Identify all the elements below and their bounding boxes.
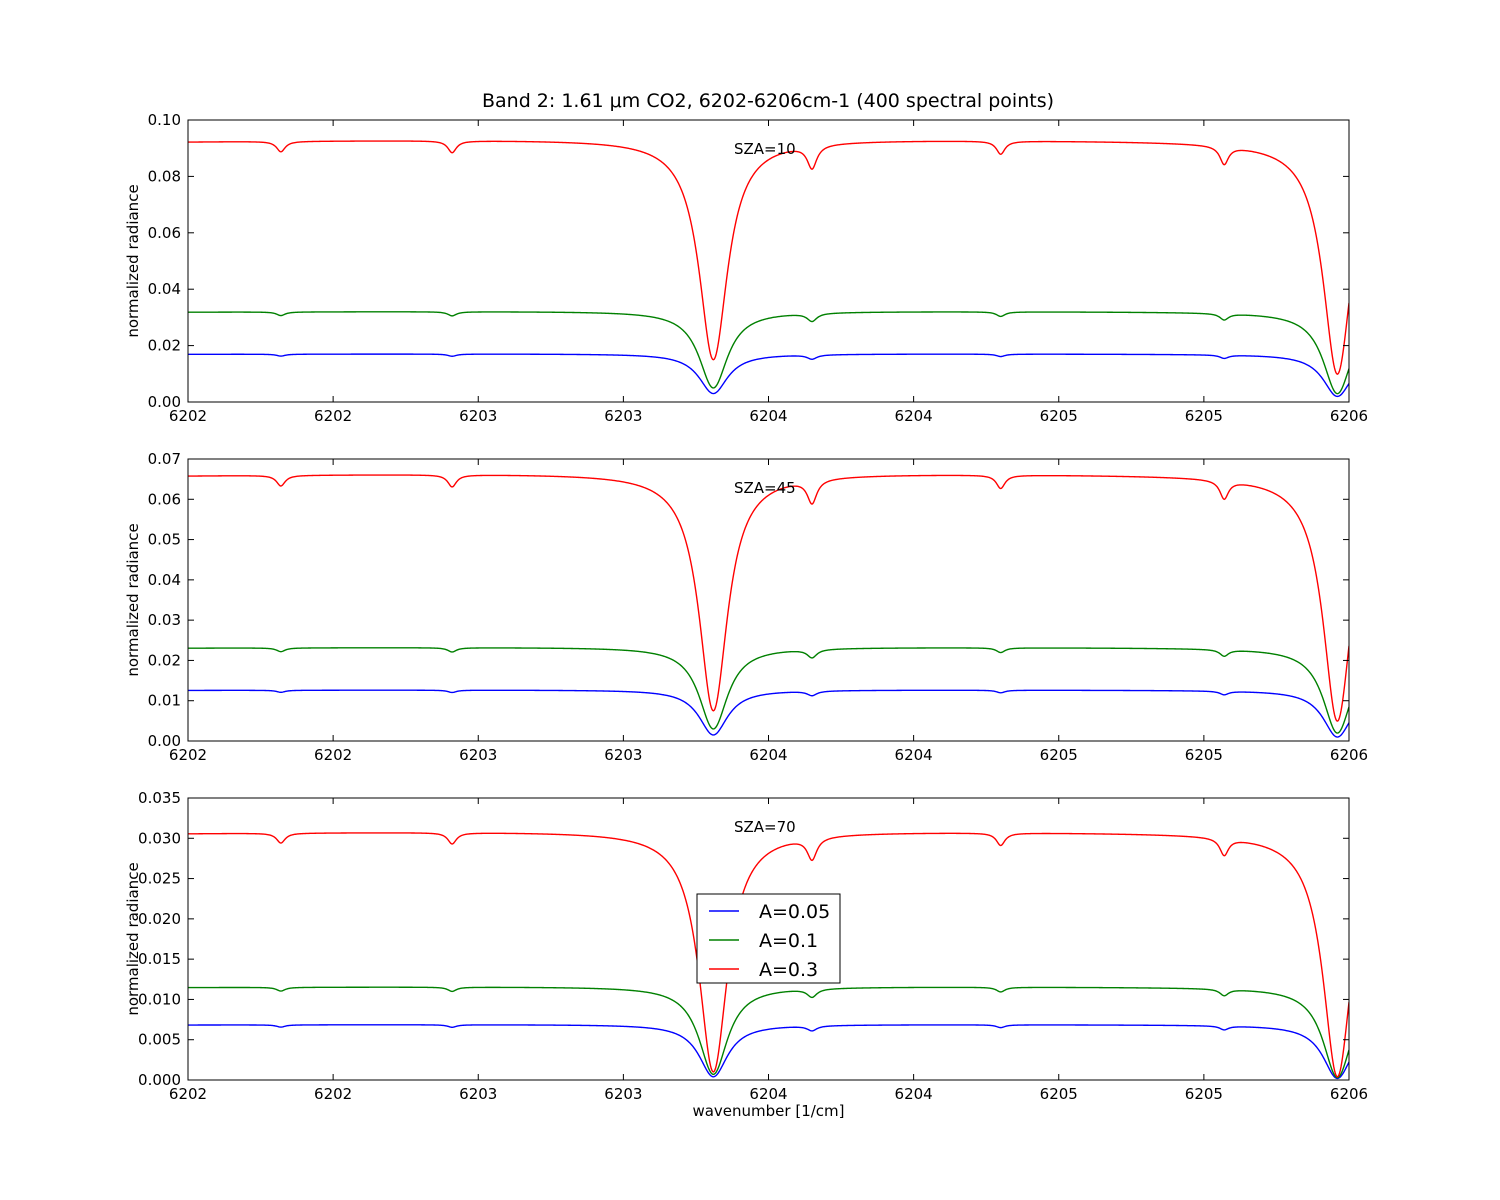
x-tick-label: 6205 [1185,407,1223,425]
y-tick-label: 0.04 [148,280,181,298]
y-tick-label: 0.020 [138,910,181,928]
legend-box [696,893,841,984]
x-tick-label: 6204 [749,1085,787,1103]
y-tick-label: 0.08 [148,167,181,185]
series-line-a-0-1 [188,311,1349,395]
legend-label: A=0.3 [759,959,818,981]
x-tick-label: 6204 [895,746,933,764]
y-tick-label: 0.03 [148,611,181,629]
series-group [188,474,1349,738]
x-tick-label: 6203 [604,1085,642,1103]
series-line-a-0-05 [188,1024,1349,1080]
y-axis-label: normalized radiance [124,862,142,1015]
y-tick-label: 0.02 [148,651,181,669]
sza-annotation: SZA=10 [734,140,796,158]
x-tick-label: 6202 [314,746,352,764]
y-tick-label: 0.05 [148,531,181,549]
y-tick-label: 0.025 [138,870,181,888]
y-tick-label: 0.02 [148,337,181,355]
x-tick-label: 6202 [314,407,352,425]
x-tick-label: 6203 [459,407,497,425]
x-tick-label: 6205 [1040,1085,1078,1103]
x-tick-label: 6205 [1185,746,1223,764]
series-group [188,140,1349,398]
y-axis-label: normalized radiance [124,523,142,676]
legend-label: A=0.05 [759,901,830,923]
figure-title: Band 2: 1.61 μm CO2, 6202-6206cm-1 (400 … [482,90,1054,112]
x-tick-label: 6202 [314,1085,352,1103]
y-axis-label: normalized radiance [124,184,142,337]
y-tick-label: 0.030 [138,829,181,847]
series-line-a-0-3 [188,140,1349,375]
subplots: 6202 6202 6203 6203 6204 6204 6205 6205 6206 0.00… [124,111,1368,1120]
y-tick-label: 0.00 [148,732,181,750]
y-tick-label: 0.00 [148,393,181,411]
series-line-a-0-05 [188,689,1349,738]
x-tick-label: 6206 [1330,1085,1368,1103]
series-line-a-0-1 [188,647,1349,734]
series-line-a-0-3 [188,832,1349,1078]
y-tick-label: 0.000 [138,1071,181,1089]
x-tick-label: 6202 [169,746,207,764]
legend: A=0.05 A=0.1 A=0.3 [696,893,841,984]
x-tick-label: 6205 [1185,1085,1223,1103]
x-tick-label: 6205 [1040,407,1078,425]
y-tick-label: 0.01 [148,692,181,710]
y-tick-label: 0.06 [148,490,181,508]
subplot-2: 6202 6202 6203 6203 6204 6204 6205 6205 6206 0.00… [124,450,1368,764]
series-line-a-0-3 [188,474,1349,722]
series-line-a-0-05 [188,353,1349,398]
axes-frame [187,119,1350,403]
legend-label: A=0.1 [759,930,818,952]
sza-annotation: SZA=70 [734,818,796,836]
series-line-a-0-1 [188,986,1349,1079]
y-tick-label: 0.10 [148,111,181,129]
x-tick-label: 6204 [895,1085,933,1103]
y-tick-label: 0.07 [148,450,181,468]
subplot-3: 6202 6202 6203 6203 6204 6204 6205 6205 6206 0.00… [124,789,1368,1120]
y-tick-label: 0.06 [148,224,181,242]
x-tick-label: 6202 [169,407,207,425]
y-tick-label: 0.04 [148,571,181,589]
x-axis-label: wavenumber [1/cm] [692,1102,844,1120]
y-tick-label: 0.015 [138,950,181,968]
y-tick-label: 0.035 [138,789,181,807]
x-tick-label: 6202 [169,1085,207,1103]
y-tick-label: 0.005 [138,1031,181,1049]
x-tick-label: 6203 [604,407,642,425]
series-group [188,832,1349,1080]
x-tick-label: 6203 [459,1085,497,1103]
x-tick-label: 6206 [1330,746,1368,764]
x-tick-label: 6205 [1040,746,1078,764]
x-tick-label: 6206 [1330,407,1368,425]
x-tick-label: 6204 [749,407,787,425]
subplot-1: 6202 6202 6203 6203 6204 6204 6205 6205 6206 0.00… [124,111,1368,425]
x-tick-label: 6204 [895,407,933,425]
x-tick-label: 6204 [749,746,787,764]
y-tick-label: 0.010 [138,990,181,1008]
x-tick-label: 6203 [604,746,642,764]
sza-annotation: SZA=45 [734,479,796,497]
x-tick-label: 6203 [459,746,497,764]
axes-frame [187,458,1350,742]
